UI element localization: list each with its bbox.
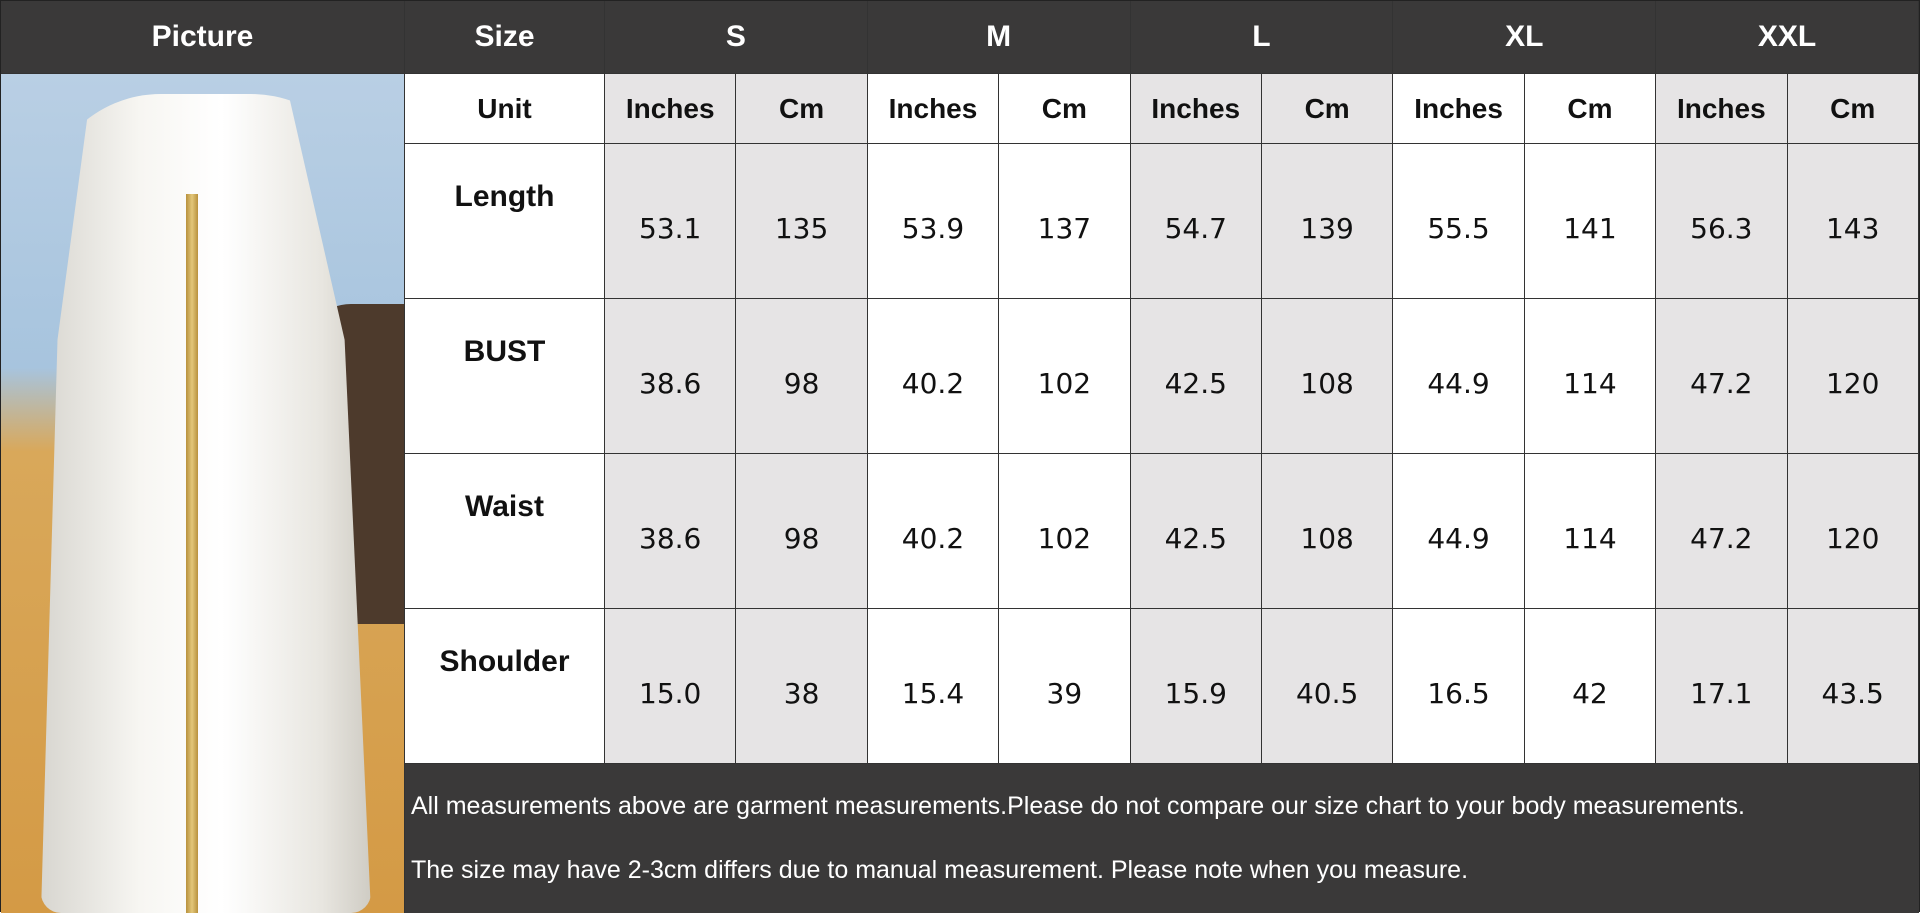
header-size-xxl: XXL [1656,1,1919,74]
unit-inches: Inches [1393,74,1525,144]
unit-cm: Cm [999,74,1131,144]
measurement-cell: 102 [999,299,1131,454]
measurement-cell: 44.9 [1393,454,1525,609]
measurement-cell: 114 [1524,454,1657,609]
measurement-cell: 17.1 [1656,609,1788,764]
measurement-cell: 53.9 [867,144,1000,299]
measurement-cell: 47.2 [1656,454,1788,609]
measurement-cell: 15.9 [1130,609,1262,764]
unit-cm: Cm [1524,74,1657,144]
header-size-l: L [1130,1,1394,74]
unit-cm: Cm [1787,74,1919,144]
measurement-cell: 15.0 [605,609,737,764]
measurement-cell: 114 [1524,299,1657,454]
measurement-cell: 141 [1524,144,1657,299]
row-label-bust: BUST [405,299,605,454]
measurement-cell: 102 [999,454,1131,609]
product-photo [1,74,405,913]
gold-trim [186,194,198,913]
header-size-xl: XL [1393,1,1657,74]
measurement-cell: 98 [736,299,868,454]
row-label-length: Length [405,144,605,299]
measurement-cell: 38.6 [605,299,737,454]
measurement-cell: 47.2 [1656,299,1788,454]
unit-inches: Inches [867,74,1000,144]
unit-cm: Cm [736,74,868,144]
measurement-cell: 42.5 [1130,299,1262,454]
unit-inches: Inches [605,74,737,144]
note-text: The size may have 2-3cm differs due to m… [411,856,1469,885]
measurement-cell: 16.5 [1393,609,1525,764]
row-label-waist: Waist [405,454,605,609]
measurement-cell: 53.1 [605,144,737,299]
measurement-cell: 135 [736,144,868,299]
measurement-cell: 38.6 [605,454,737,609]
measurement-cell: 55.5 [1393,144,1525,299]
measurement-cell: 15.4 [867,609,1000,764]
header-size-s: S [605,1,868,74]
white-dress [41,94,371,913]
measurement-cell: 40.2 [867,299,1000,454]
measurement-cell: 38 [736,609,868,764]
measurement-cell: 120 [1787,299,1919,454]
header-size: Size [405,1,605,74]
measurement-cell: 139 [1261,144,1394,299]
measurement-cell: 108 [1261,299,1394,454]
row-label-shoulder: Shoulder [405,609,605,764]
header-picture: Picture [1,1,405,74]
measurement-cell: 40.2 [867,454,1000,609]
measurement-cell: 143 [1787,144,1919,299]
unit-inches: Inches [1656,74,1788,144]
measurement-cell: 137 [999,144,1131,299]
measurement-cell: 54.7 [1130,144,1262,299]
measurement-cell: 43.5 [1787,609,1919,764]
measurement-cell: 39 [999,609,1131,764]
measurement-cell: 42 [1524,609,1657,764]
measurement-cell: 108 [1261,454,1394,609]
measurement-cell: 40.5 [1261,609,1394,764]
unit-inches: Inches [1130,74,1262,144]
unit-label: Unit [405,74,605,144]
unit-cm: Cm [1261,74,1394,144]
measurement-cell: 44.9 [1393,299,1525,454]
measurement-cell: 56.3 [1656,144,1788,299]
notes-footer: All measurements above are garment measu… [405,764,1919,913]
measurement-cell: 98 [736,454,868,609]
measurement-cell: 42.5 [1130,454,1262,609]
header-size-m: M [867,1,1131,74]
note-text: All measurements above are garment measu… [411,791,1745,820]
measurement-cell: 120 [1787,454,1919,609]
